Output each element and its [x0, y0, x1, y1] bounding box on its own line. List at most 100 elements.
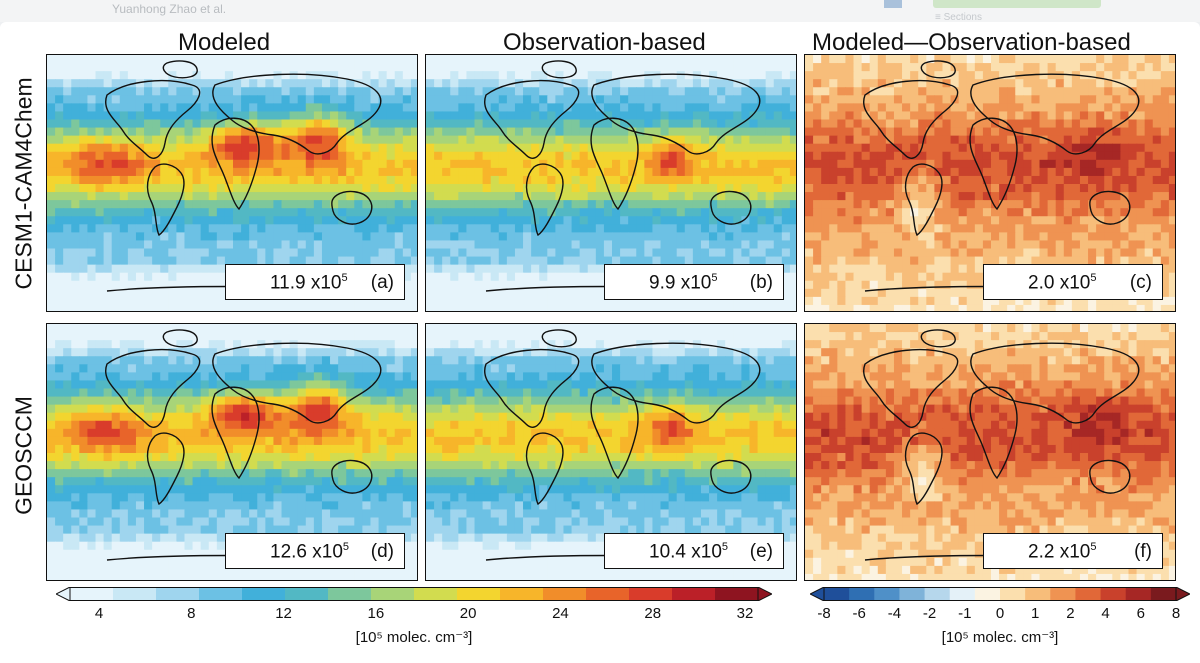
- heatmap-cell: [885, 63, 895, 72]
- heatmap-cell: [676, 184, 686, 193]
- heatmap-cell: [644, 248, 654, 258]
- heatmap-cell: [47, 324, 56, 333]
- heatmap-cell: [321, 151, 331, 161]
- heatmap-cell: [700, 55, 710, 64]
- heatmap-cell: [216, 364, 226, 373]
- heatmap-cell: [297, 208, 307, 217]
- heatmap-cell: [305, 167, 315, 177]
- heatmap-cell: [1039, 216, 1049, 225]
- heatmap-cell: [103, 55, 113, 64]
- heatmap-cell: [829, 200, 838, 209]
- heatmap-cell: [1055, 159, 1065, 169]
- heatmap-cell: [620, 296, 629, 306]
- heatmap-cell: [71, 388, 80, 398]
- heatmap-cell: [192, 184, 202, 193]
- heatmap-cell: [241, 87, 250, 96]
- heatmap-cell: [853, 127, 863, 137]
- heatmap-cell: [265, 192, 275, 201]
- heatmap-cell: [168, 388, 177, 398]
- heatmap-cell: [563, 288, 573, 298]
- heatmap-cell: [741, 151, 751, 161]
- heatmap-cell: [571, 248, 581, 258]
- heatmap-cell: [135, 240, 145, 250]
- heatmap-cell: [241, 304, 250, 311]
- heatmap-cell: [684, 135, 694, 145]
- heatmap-cell: [942, 264, 952, 274]
- heatmap-cell: [442, 216, 451, 225]
- heatmap-cell: [63, 264, 72, 274]
- heatmap-cell: [450, 192, 459, 201]
- heatmap-cell: [1023, 167, 1033, 177]
- heatmap-cell: [1039, 87, 1049, 96]
- heatmap-cell: [144, 348, 153, 357]
- heatmap-cell: [1096, 167, 1105, 177]
- heatmap-cell: [450, 224, 459, 233]
- heatmap-cell: [378, 143, 388, 153]
- heatmap-cell: [950, 256, 960, 266]
- heatmap-cell: [249, 151, 258, 161]
- heatmap-cell: [354, 167, 363, 177]
- home-icon[interactable]: [884, 0, 902, 8]
- heatmap-cell: [1063, 87, 1073, 96]
- heatmap-cell: [612, 240, 621, 250]
- heatmap-cell: [918, 272, 927, 282]
- heatmap-cell: [192, 304, 202, 311]
- heatmap-cell: [216, 248, 226, 258]
- heatmap-cell: [571, 232, 581, 242]
- heatmap-cell: [612, 79, 621, 88]
- heatmap-cell: [765, 79, 775, 88]
- heatmap-cell: [717, 232, 726, 242]
- heatmap-cell: [249, 95, 258, 104]
- heatmap-cell: [87, 224, 97, 233]
- heatmap-cell: [402, 184, 412, 193]
- download-button[interactable]: [933, 0, 1101, 8]
- heatmap-cell: [918, 95, 927, 104]
- heatmap-cell: [1096, 248, 1105, 258]
- heatmap-cell: [402, 324, 412, 333]
- heatmap-cell: [885, 135, 895, 145]
- heatmap-cell: [547, 184, 556, 193]
- heatmap-cell: [1136, 232, 1146, 242]
- heatmap-cell: [402, 280, 412, 290]
- heatmap-cell: [1047, 63, 1057, 72]
- sections-menu[interactable]: ≡ Sections: [935, 12, 982, 23]
- heatmap-cell: [63, 127, 72, 137]
- heatmap-cell: [934, 264, 944, 274]
- heatmap-cell: [620, 111, 629, 121]
- heatmap-cell: [338, 184, 347, 193]
- heatmap-cell: [1039, 95, 1049, 104]
- heatmap-cell: [338, 240, 347, 250]
- heatmap-cell: [273, 192, 283, 201]
- heatmap-cell: [474, 135, 484, 145]
- heatmap-cell: [63, 119, 72, 129]
- heatmap-cell: [991, 71, 1000, 80]
- heatmap-cell: [119, 95, 129, 104]
- heatmap-cell: [354, 87, 363, 96]
- heatmap-cell: [829, 304, 838, 311]
- heatmap-cell: [999, 135, 1008, 145]
- heatmap-cell: [208, 372, 218, 382]
- heatmap-cell: [612, 232, 621, 242]
- heatmap-cell: [63, 272, 72, 282]
- heatmap-cell: [289, 388, 299, 398]
- heatmap-cell: [652, 135, 662, 145]
- heatmap-cell: [338, 111, 347, 121]
- heatmap-cell: [127, 388, 137, 398]
- heatmap-cell: [370, 224, 380, 233]
- heatmap-cell: [208, 280, 218, 290]
- heatmap-cell: [466, 87, 476, 96]
- heatmap-cell: [1055, 232, 1065, 242]
- heatmap-cell: [579, 175, 589, 185]
- heatmap-cell: [362, 356, 372, 365]
- heatmap-cell: [514, 248, 524, 258]
- heatmap-cell: [103, 95, 113, 104]
- heatmap-cell: [127, 372, 137, 382]
- heatmap-cell: [119, 356, 129, 365]
- heatmap-cell: [265, 256, 275, 266]
- heatmap-cell: [506, 264, 516, 274]
- heatmap-cell: [652, 143, 662, 153]
- heatmap-cell: [305, 304, 315, 311]
- heatmap-cell: [829, 256, 838, 266]
- heatmap-cell: [1047, 151, 1057, 161]
- heatmap-cell: [1168, 95, 1175, 104]
